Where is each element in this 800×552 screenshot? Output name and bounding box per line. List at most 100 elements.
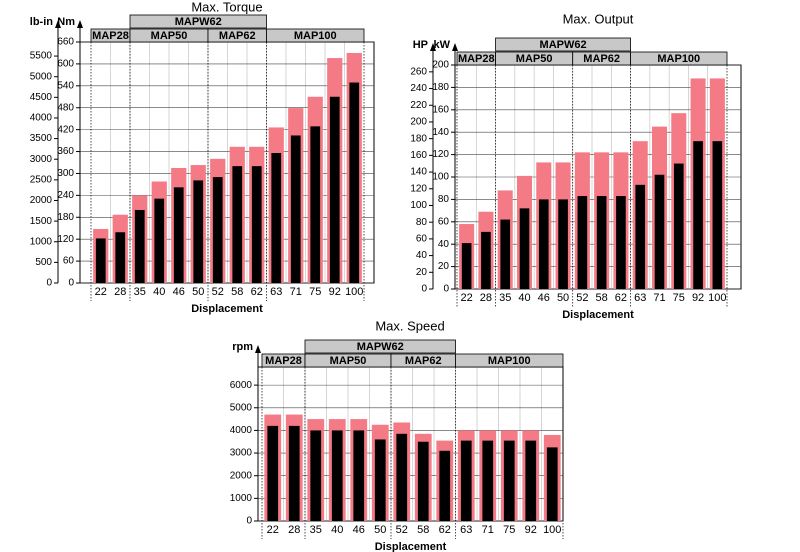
y-tick-label: 480 bbox=[57, 102, 74, 113]
y-tick-label: 300 bbox=[57, 168, 74, 179]
chart-title: Max. Torque bbox=[191, 0, 262, 14]
bar bbox=[374, 439, 386, 521]
bar bbox=[616, 196, 626, 289]
y-tick-label: 200 bbox=[432, 60, 449, 71]
group-header bbox=[455, 353, 564, 368]
group-label: MAPW62 bbox=[357, 341, 404, 353]
y-tick-label: 20 bbox=[438, 261, 450, 272]
bar bbox=[558, 199, 568, 289]
y2-tick-label: 2000 bbox=[30, 195, 53, 206]
x-tick-label: 22 bbox=[267, 524, 279, 536]
x-axis-label: Displacement bbox=[191, 303, 263, 315]
bar bbox=[460, 440, 472, 521]
group-header bbox=[266, 28, 365, 43]
y2-tick-label: 200 bbox=[410, 117, 427, 128]
y2-tick-label: 4000 bbox=[30, 113, 53, 124]
bar bbox=[546, 447, 558, 521]
x-tick-label: 52 bbox=[576, 292, 588, 304]
x-tick-label: 52 bbox=[396, 524, 408, 536]
y-tick-label: 3000 bbox=[230, 448, 253, 459]
y-tick-label: 4000 bbox=[230, 425, 253, 436]
y2-tick-label: 500 bbox=[35, 257, 52, 268]
group-label: MAP100 bbox=[657, 53, 700, 65]
y-tick-label: 140 bbox=[432, 127, 449, 138]
y2-tick-label: 0 bbox=[421, 284, 427, 295]
y-tick-label: 240 bbox=[57, 190, 74, 201]
bar bbox=[329, 96, 340, 283]
bar bbox=[173, 187, 184, 283]
x-tick-label: 28 bbox=[288, 524, 300, 536]
y-tick-label: 600 bbox=[57, 59, 74, 70]
x-tick-label: 40 bbox=[331, 524, 343, 536]
group-header bbox=[129, 14, 267, 29]
x-tick-label: 35 bbox=[134, 286, 146, 298]
x-tick-label: 58 bbox=[417, 524, 429, 536]
bar bbox=[349, 82, 360, 283]
x-tick-label: 75 bbox=[503, 524, 515, 536]
group-label: MAP50 bbox=[330, 355, 367, 367]
bar bbox=[396, 433, 408, 521]
x-tick-label: 22 bbox=[95, 286, 107, 298]
x-tick-label: 75 bbox=[673, 292, 685, 304]
x-tick-label: 71 bbox=[653, 292, 665, 304]
y2-tick-label: 120 bbox=[410, 183, 427, 194]
y2-tick-label: 140 bbox=[410, 167, 427, 178]
y-tick-label: 0 bbox=[246, 516, 252, 527]
bar bbox=[538, 199, 549, 289]
x-tick-label: 50 bbox=[192, 286, 204, 298]
bar bbox=[353, 430, 365, 521]
bar bbox=[482, 440, 494, 521]
x-tick-label: 35 bbox=[499, 292, 511, 304]
x-tick-label: 92 bbox=[525, 524, 537, 536]
y-tick-label: 100 bbox=[432, 172, 449, 183]
y-tick-label: 2000 bbox=[230, 470, 253, 481]
y-tick-label: 420 bbox=[57, 124, 74, 135]
chart-title: Max. Output bbox=[563, 11, 634, 26]
x-tick-label: 46 bbox=[538, 292, 550, 304]
x-tick-label: 22 bbox=[461, 292, 473, 304]
group-label: MAP100 bbox=[294, 30, 337, 42]
bar bbox=[290, 135, 301, 283]
bar bbox=[251, 166, 262, 283]
group-label: MAP50 bbox=[151, 30, 188, 42]
y-tick-label: 80 bbox=[438, 194, 450, 205]
y-tick-label: 360 bbox=[57, 146, 74, 157]
bar bbox=[95, 238, 106, 283]
y2-tick-label: 5000 bbox=[30, 71, 53, 82]
x-axis-label: Displacement bbox=[375, 541, 447, 552]
y2-tick-label: 0 bbox=[46, 278, 52, 289]
group-header bbox=[304, 339, 456, 354]
y-axis-arrow bbox=[255, 345, 261, 353]
y-tick-label: 160 bbox=[432, 104, 449, 115]
x-tick-label: 50 bbox=[557, 292, 569, 304]
x-tick-label: 28 bbox=[480, 292, 492, 304]
y-axis-label: rpm bbox=[232, 341, 253, 353]
group-label: MAP50 bbox=[516, 53, 553, 65]
x-axis-label: Displacement bbox=[562, 309, 634, 321]
y-tick-label: 120 bbox=[57, 234, 74, 245]
bar bbox=[134, 209, 145, 283]
y2-tick-label: 40 bbox=[416, 250, 428, 261]
bar bbox=[577, 196, 588, 289]
y-tick-label: 180 bbox=[432, 82, 449, 93]
bar bbox=[519, 208, 530, 289]
bar bbox=[654, 174, 665, 289]
x-tick-label: 28 bbox=[114, 286, 126, 298]
x-tick-label: 50 bbox=[374, 524, 386, 536]
group-label: MAP62 bbox=[583, 53, 620, 65]
bar bbox=[310, 126, 321, 283]
y2-tick-label: 60 bbox=[416, 234, 428, 245]
group-header bbox=[630, 51, 728, 66]
bar bbox=[417, 441, 429, 521]
bar bbox=[461, 243, 472, 289]
x-tick-label: 46 bbox=[173, 286, 185, 298]
x-tick-label: 62 bbox=[615, 292, 627, 304]
x-tick-label: 100 bbox=[708, 292, 726, 304]
x-tick-label: 100 bbox=[345, 286, 363, 298]
bar bbox=[525, 440, 537, 521]
y2-tick-label: 1500 bbox=[30, 216, 53, 227]
group-label: MAP62 bbox=[219, 30, 256, 42]
x-tick-label: 40 bbox=[518, 292, 530, 304]
y2-tick-label: 2500 bbox=[30, 174, 53, 185]
